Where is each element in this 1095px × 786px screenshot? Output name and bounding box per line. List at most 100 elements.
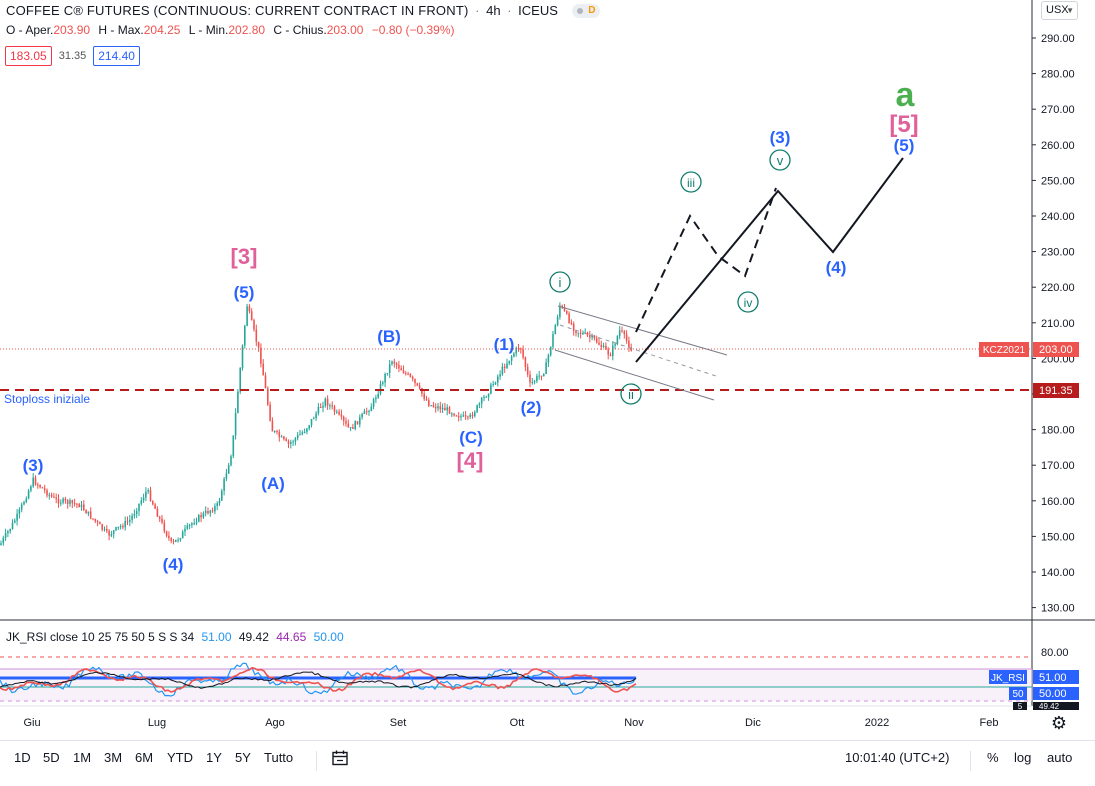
candle-body [391,361,393,365]
candle-body [294,438,297,442]
candle-body [628,340,630,348]
candle-body [154,504,156,509]
candle-body [177,539,179,541]
currency-selector[interactable]: USX ▼ [1041,1,1078,20]
wave-1-label: (1) [494,335,515,354]
svg-text:49.42: 49.42 [1039,702,1060,711]
price-tick-label: 240.00 [1041,211,1075,223]
range-6m-button[interactable]: 6M [135,750,154,765]
range-1d-button[interactable]: 1D [14,750,31,765]
range-1m-button[interactable]: 1M [73,750,92,765]
chart-header[interactable]: COFFEE C® FUTURES (CONTINUOUS: CURRENT C… [6,3,600,19]
candle-body [575,330,577,333]
rsi-legend-title[interactable]: JK_RSI close 10 25 75 50 5 S S 34 [6,630,195,644]
candle-body [448,407,451,414]
candle-body [260,347,262,364]
rsi-legend[interactable]: JK_RSI close 10 25 75 50 5 S S 34 51.00 … [6,630,344,644]
candle-body [122,526,124,528]
candle-body [423,393,425,399]
candle-body [244,325,246,346]
auto-scale-button[interactable]: auto [1047,750,1073,765]
candle-body [94,518,97,522]
candle-body [462,415,465,417]
candle-body [221,490,223,501]
candle-body [368,411,370,413]
log-scale-button[interactable]: log [1014,750,1032,765]
candle-body [89,511,92,519]
data-status-badge[interactable]: D [571,3,600,18]
candle-body [520,348,522,350]
candle-body [398,364,400,369]
candle-body [7,531,9,534]
rsi-tick-label: 80.00 [1041,647,1069,659]
range-ytd-button[interactable]: YTD [167,750,193,765]
candle-body [267,388,269,405]
candle-body [623,331,626,335]
candle-body [372,399,375,407]
candle-body [630,347,632,351]
candle-body [99,522,101,525]
range-3m-button[interactable]: 3M [104,750,123,765]
candle-body [179,538,182,540]
percent-scale-button[interactable]: % [987,750,999,765]
candle-body [476,405,478,413]
rsi-value-1: 51.00 [201,630,232,644]
close-label: C - Chius. [273,23,327,37]
wave-4-left-label: (4) [163,555,184,574]
candle-body [204,510,207,514]
calendar-icon[interactable] [331,749,349,767]
candle-body [168,535,170,539]
candle-body [96,521,99,523]
range-5d-button[interactable]: 5D [43,750,60,765]
candle-body [434,406,437,409]
symbol-title[interactable]: COFFEE C® FUTURES (CONTINUOUS: CURRENT C… [6,3,469,18]
rsi-tag-50: 50 50.00 [1009,687,1079,700]
candle-body [83,504,85,511]
candle-body [296,434,299,439]
price-tick-label: 210.00 [1041,318,1075,330]
candle-body [11,522,14,529]
range-5y-button[interactable]: 5Y [235,750,251,765]
candle-body [612,345,614,357]
candle-body [326,398,329,406]
rsi-axis-ticks: 80.00 [1041,647,1069,659]
range-1y-button[interactable]: 1Y [206,750,222,765]
range-all-button[interactable]: Tutto [264,750,294,765]
clock-timezone-button[interactable]: 10:01:40 (UTC+2) [845,750,950,765]
svg-text:5: 5 [1018,702,1023,711]
price-axis-ticks: 290.00 280.00 270.00 260.00 250.00 240.00 230.… [1032,33,1075,615]
rsi-value-2: 49.42 [238,630,269,644]
svg-text:191.35: 191.35 [1039,385,1073,397]
svg-text:51.00: 51.00 [1039,672,1067,684]
candle-body [250,311,253,321]
candle-body [225,473,228,479]
candle-body [234,413,237,436]
candle-body [255,329,258,342]
candle-body [57,498,60,504]
candle-body [315,413,317,419]
channel-lower-line [554,349,715,401]
candle-body [73,503,76,505]
wave-5-projected-label: (5) [894,136,915,155]
candle-body [407,373,409,375]
currency-label: USX [1046,4,1069,16]
projection-solid-path [635,157,904,363]
candle-body [322,405,324,408]
candle-body [80,504,83,508]
candle-body [559,305,561,318]
candle-body [207,510,209,514]
candle-body [195,521,198,524]
gear-icon[interactable]: ⚙ [1050,713,1068,733]
price-chart-canvas[interactable]: 290.00 280.00 270.00 260.00 250.00 240.00 230.… [0,0,1095,740]
wave-5-top-label: (5) [234,283,255,302]
status-dot-icon [576,7,583,14]
time-tick-label: Dic [745,717,761,729]
interval-label[interactable]: 4h [486,3,501,18]
candle-body [430,405,432,407]
candle-body [135,511,138,514]
time-tick-label: Feb [980,717,999,729]
candle-body [262,363,264,376]
candle-body [352,427,354,429]
chart-area[interactable]: 290.00 280.00 270.00 260.00 250.00 240.00 230.… [0,0,1095,740]
rsi-pane[interactable] [0,656,1032,702]
